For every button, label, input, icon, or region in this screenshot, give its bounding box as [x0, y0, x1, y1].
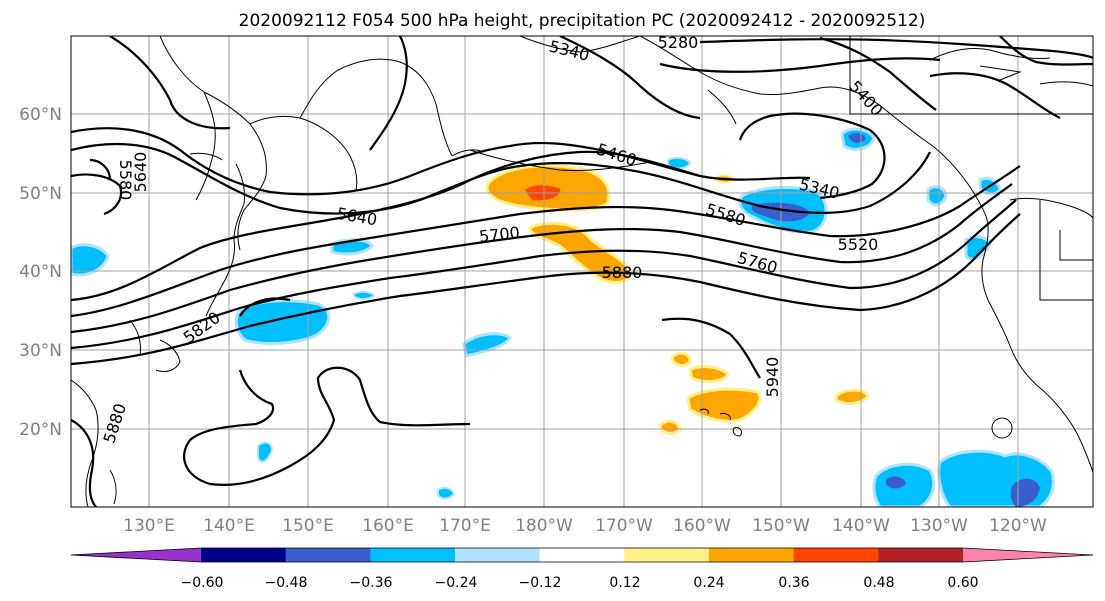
precip-negative-area	[437, 486, 456, 500]
lat-label: 30°N	[19, 341, 62, 361]
colorbar-tick-label: 0.60	[947, 575, 978, 591]
lon-label: 130°W	[910, 516, 968, 536]
colorbar-tick-label: −0.12	[519, 575, 562, 591]
lon-label: 120°W	[989, 516, 1047, 536]
lon-label: 140°E	[203, 516, 255, 536]
colorbar-tick-label: −0.60	[181, 575, 224, 591]
colorbar-segment	[793, 548, 879, 562]
precip-negative-area	[257, 441, 274, 463]
contour-label: 5940	[763, 357, 782, 398]
colorbar-segment	[624, 548, 710, 562]
contour-label: 5580	[116, 160, 135, 201]
precip-positive-area	[670, 351, 692, 367]
precip-strong-negative-area	[886, 476, 906, 489]
map-panel: 5280 5340 5400 5460 5340 5580 5640 5640 …	[19, 33, 1094, 536]
contour-label: 5700	[478, 223, 520, 246]
colorbar-segment	[370, 548, 456, 562]
colorbar-tick-label: −0.36	[350, 575, 393, 591]
colorbar-outline	[70, 547, 1094, 563]
lon-label: 140°W	[832, 516, 890, 536]
latitude-labels: 60°N 50°N 40°N 30°N 20°N	[19, 105, 62, 440]
precip-negative-area	[71, 243, 110, 277]
precip-negative-area	[353, 290, 376, 300]
contour-label: 5280	[658, 33, 699, 52]
colorbar-segment	[709, 548, 795, 562]
lon-label: 160°W	[673, 516, 731, 536]
contour-label: 5520	[838, 235, 879, 254]
contour-labels: 5280 5340 5400 5460 5340 5580 5640 5640 …	[99, 33, 886, 446]
lon-label: 130°E	[123, 516, 175, 536]
colorbar-tick-label: 0.24	[693, 575, 724, 591]
precip-negative-area	[234, 299, 330, 345]
colorbar-tick-label: −0.24	[435, 575, 478, 591]
colorbar-segment	[285, 548, 371, 562]
colorbar-segment	[201, 548, 287, 562]
colorbar-segments	[70, 547, 1094, 563]
colorbar-extend-low	[71, 548, 201, 562]
colorbar-tick-labels: −0.60 −0.48 −0.36 −0.24 −0.12 0.12 0.24 …	[181, 575, 979, 591]
lat-label: 40°N	[19, 262, 62, 282]
precip-positive-area	[834, 388, 870, 405]
contour-label: 5640	[131, 152, 150, 193]
colorbar-segment	[455, 548, 541, 562]
lat-label: 50°N	[19, 184, 62, 204]
coastlines	[71, 36, 1093, 507]
contour-label: 5880	[602, 263, 643, 282]
lon-label: 170°E	[439, 516, 491, 536]
colorbar-tick-label: 0.48	[863, 575, 894, 591]
colorbar-tick-label: 0.36	[778, 575, 809, 591]
colorbar-tick-label: 0.12	[609, 575, 640, 591]
precip-negative-area	[926, 185, 948, 207]
lat-label: 60°N	[19, 105, 62, 125]
precip-negative-area	[937, 449, 1055, 507]
precip-positive-area	[686, 387, 762, 423]
colorbar: −0.60 −0.48 −0.36 −0.24 −0.12 0.12 0.24 …	[70, 547, 1094, 591]
map-title: 2020092112 F054 500 hPa height, precipit…	[239, 11, 926, 31]
colorbar-tick-label: −0.48	[265, 575, 308, 591]
lon-label: 150°E	[282, 516, 334, 536]
colorbar-segment	[539, 548, 625, 562]
lon-label: 180°W	[515, 516, 573, 536]
lon-label: 150°W	[752, 516, 810, 536]
map-frame	[70, 35, 1094, 508]
colorbar-extend-high	[963, 548, 1093, 562]
precip-positive-area	[658, 419, 682, 435]
colorbar-segment	[878, 548, 964, 562]
lat-label: 20°N	[19, 420, 62, 440]
longitude-labels: 130°E 140°E 150°E 160°E 170°E 180°W 170°…	[123, 516, 1047, 536]
lon-label: 170°W	[595, 516, 653, 536]
lon-label: 160°E	[362, 516, 414, 536]
height-contours	[71, 36, 1093, 507]
precip-positive-area	[688, 365, 730, 383]
